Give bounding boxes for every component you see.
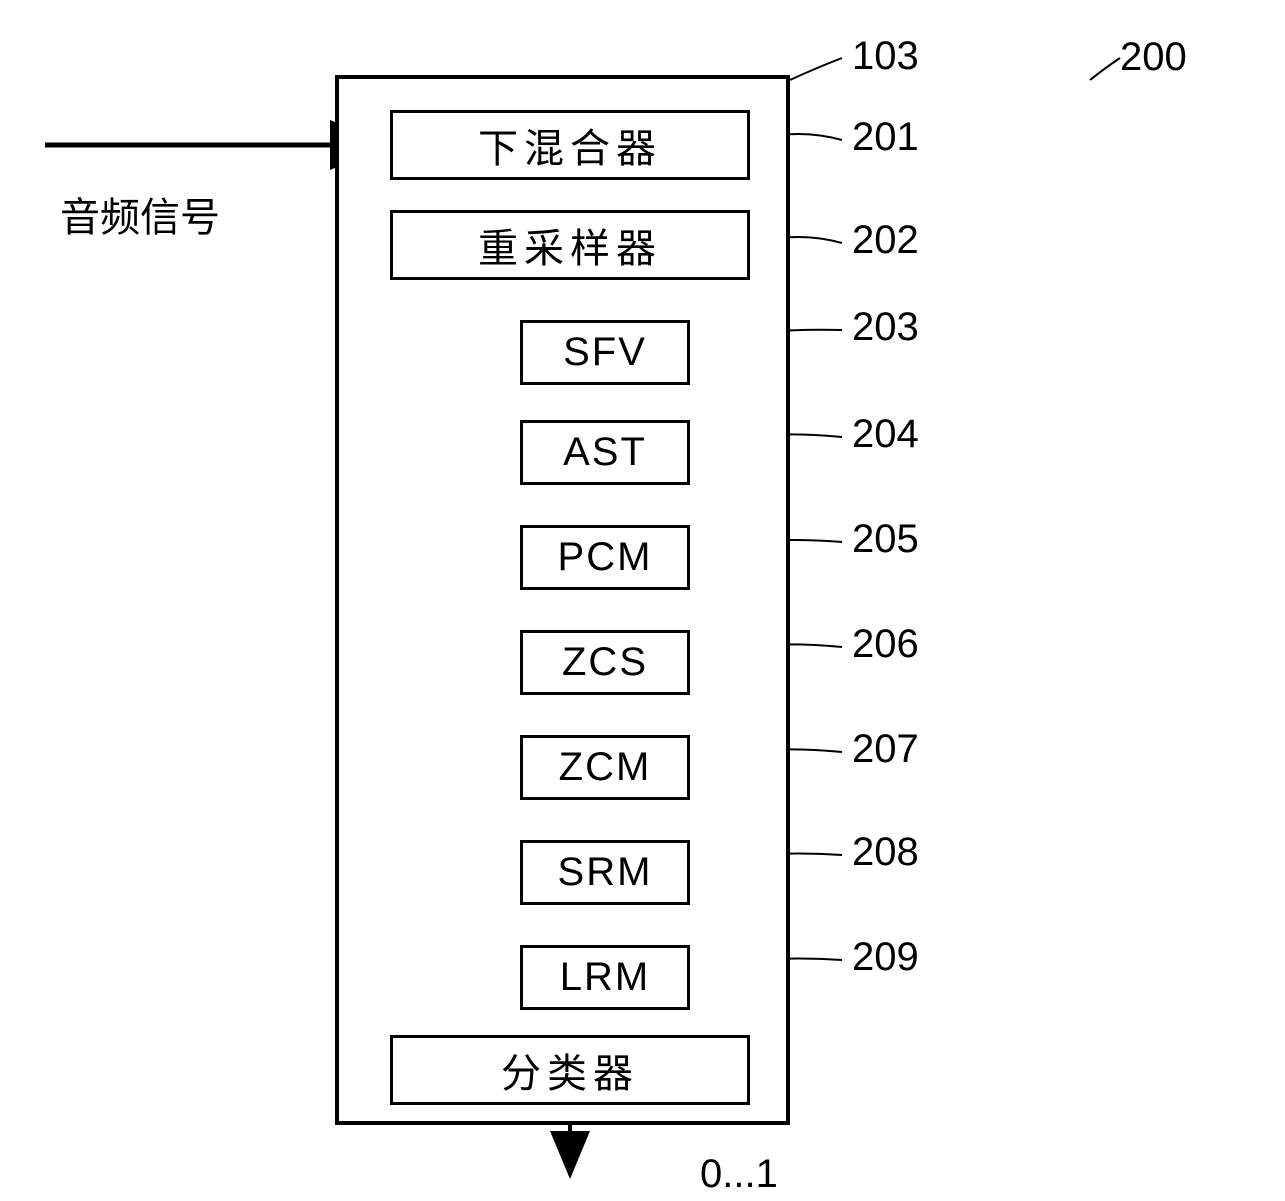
ref-label-203: 203	[852, 305, 919, 350]
block-zcs: ZCS	[520, 630, 690, 695]
block-lrm: LRM	[520, 945, 690, 1010]
ref-label-208: 208	[852, 830, 919, 875]
block-srm: SRM	[520, 840, 690, 905]
ref-label-206: 206	[852, 622, 919, 667]
block-ast: AST	[520, 420, 690, 485]
ref-label-202: 202	[852, 218, 919, 263]
ref-label-103: 103	[852, 34, 919, 79]
block-classifier: 分类器	[390, 1035, 750, 1105]
block-resampler: 重采样器	[390, 210, 750, 280]
block-pcm: PCM	[520, 525, 690, 590]
block-downmixer: 下混合器	[390, 110, 750, 180]
diagram-root: 音频信号 0...1 下混合器重采样器 SFV AST PCM ZCS ZCM SRM LRM…	[0, 0, 1285, 1201]
ref-label-201: 201	[852, 115, 919, 160]
ref-label-209: 209	[852, 935, 919, 980]
ref-label-207: 207	[852, 727, 919, 772]
output-range-label: 0...1	[700, 1152, 778, 1197]
block-sfv: SFV	[520, 320, 690, 385]
input-signal-label: 音频信号	[60, 185, 220, 243]
block-zcm: ZCM	[520, 735, 690, 800]
ref-label-205: 205	[852, 517, 919, 562]
ref-label-200: 200	[1120, 35, 1187, 80]
ref-label-204: 204	[852, 412, 919, 457]
